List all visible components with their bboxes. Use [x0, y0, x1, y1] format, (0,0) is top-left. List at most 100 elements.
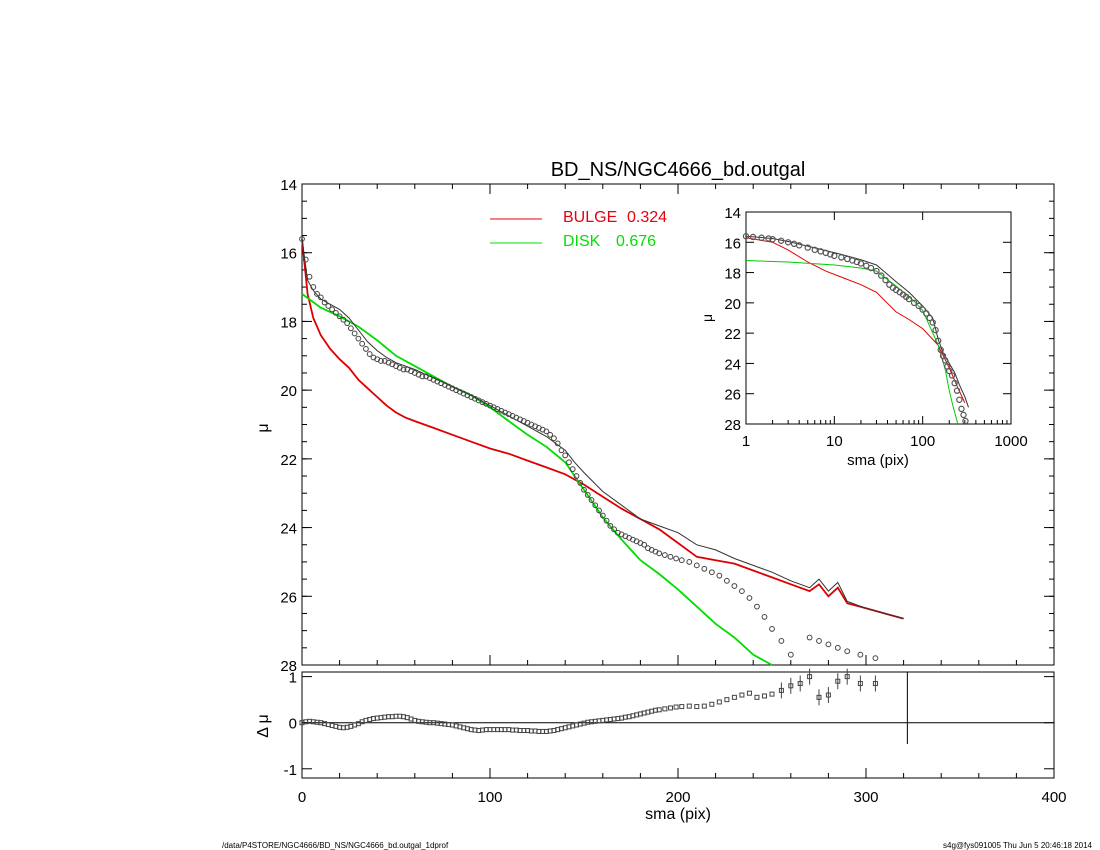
data-point [834, 644, 841, 651]
data-point [378, 358, 384, 364]
data-point [816, 638, 822, 644]
data-point [321, 299, 328, 306]
residual-point [709, 701, 715, 707]
inset-data-point [910, 299, 918, 307]
data-point [592, 502, 599, 509]
inset-data-point [915, 302, 922, 310]
residual-point [673, 704, 679, 710]
inset-data-point [926, 314, 933, 322]
y-tick-label: 26 [280, 589, 297, 606]
x-tick-label: 0 [298, 789, 306, 806]
residual-point [686, 703, 692, 709]
residual-point [769, 691, 775, 697]
inset-data-point [811, 246, 818, 254]
data-point [581, 486, 587, 493]
legend-bulge-value: 0.324 [627, 209, 667, 226]
data-point [872, 655, 879, 662]
inset-data-point [795, 242, 803, 249]
y-tick-label: 28 [280, 658, 297, 675]
inset-x-tick-label: 1000 [994, 433, 1027, 450]
residual-point [754, 694, 760, 700]
data-point [355, 335, 362, 342]
data-point [558, 447, 565, 454]
footer-left-path: /data/P4STORE/NGC4666/BD_NS/NGC4666_bd.o… [222, 841, 449, 850]
chart-title: BD_NS/NGC4666_bd.outgal [551, 159, 806, 181]
inset-data-point [923, 310, 930, 317]
data-point [716, 572, 723, 579]
inset-data-point [784, 239, 792, 246]
data-point [857, 651, 864, 658]
data-point [317, 294, 324, 301]
data-point [708, 569, 715, 576]
inset-series-line-disk [745, 260, 959, 425]
inset-data-point [873, 267, 880, 275]
inset-data-point [937, 346, 944, 353]
data-point [359, 340, 366, 347]
inset-x-axis-label: sma (pix) [847, 452, 909, 469]
data-point [325, 303, 332, 309]
data-point [761, 614, 768, 620]
data-point [547, 431, 554, 438]
data-point [573, 473, 580, 479]
residual-points-layer [299, 668, 878, 734]
main-series-layer [301, 238, 904, 666]
inset-data-point [749, 233, 757, 241]
inset-data-point [857, 260, 865, 267]
inset-data-point [958, 405, 965, 413]
data-point [739, 588, 745, 595]
residual-y-axis-label: Δ μ [255, 714, 272, 737]
inset-data-point [853, 258, 861, 266]
data-point [351, 330, 358, 337]
data-point [611, 526, 617, 533]
inset-data-point [769, 236, 776, 243]
inset-data-point [905, 295, 913, 303]
inset-data-point [942, 357, 949, 364]
data-point [336, 313, 343, 320]
data-point [306, 273, 313, 280]
inset-data-point [777, 237, 785, 244]
x-tick-label: 300 [853, 789, 878, 806]
data-point [603, 517, 610, 524]
inset-data-point [929, 319, 936, 326]
inset-y-tick-label: 24 [724, 356, 741, 373]
data-point [787, 651, 794, 658]
data-point [543, 428, 550, 435]
inset-data-point [867, 264, 875, 272]
data-point [366, 351, 373, 357]
residual-y-tick-label: -1 [284, 762, 297, 779]
data-point [400, 366, 407, 373]
y-tick-label: 20 [280, 383, 297, 400]
data-point [641, 541, 648, 548]
inset-data-point [758, 234, 765, 241]
residual-ticks: 10-10 100 200 300 400 [284, 670, 1067, 806]
data-point [656, 550, 663, 557]
inset-y-tick-label: 18 [724, 266, 741, 283]
y-tick-label: 24 [280, 521, 297, 538]
data-point [419, 373, 426, 380]
legend-bulge-label: BULGE [563, 209, 617, 226]
data-point [667, 553, 674, 560]
residual-point [731, 694, 737, 700]
data-point [661, 552, 668, 558]
residual-point [724, 697, 730, 703]
data-point [344, 320, 351, 327]
data-point [566, 459, 572, 466]
residual-point [656, 707, 662, 713]
data-point [769, 626, 775, 632]
inset-y-axis-label: μ [699, 314, 715, 322]
data-point [693, 562, 700, 569]
x-axis-label: sma (pix) [645, 806, 711, 823]
inset-data-point [804, 244, 811, 251]
data-point [673, 555, 680, 562]
data-point [562, 452, 569, 459]
y-tick-label: 22 [280, 452, 297, 469]
inset-series-line-total [745, 235, 969, 408]
y-tick-label: 18 [280, 314, 297, 331]
residual-point [739, 692, 745, 698]
data-point [607, 522, 614, 529]
data-point [686, 559, 693, 565]
data-point [584, 492, 591, 498]
inset-ticks: 14 16 18 20 22 24 26 281 10 100 1000 [724, 205, 1027, 450]
inset-data-point [956, 396, 963, 403]
